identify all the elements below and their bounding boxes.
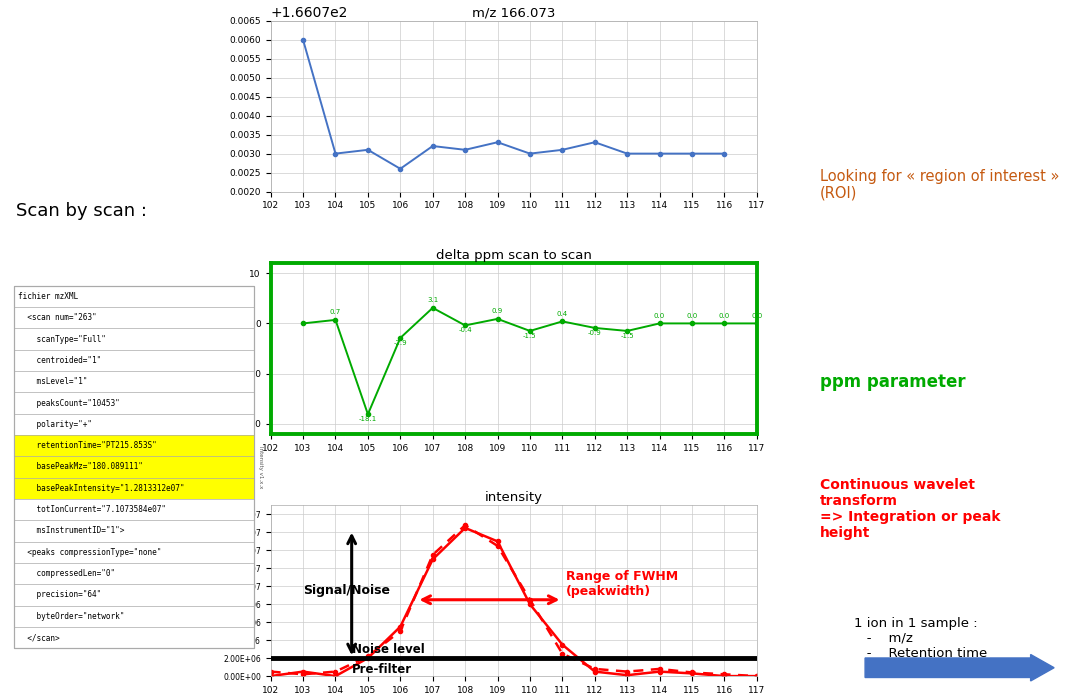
Text: Intensity v1.x.x: Intensity v1.x.x <box>258 446 263 488</box>
Text: Scan by scan :: Scan by scan : <box>16 201 147 220</box>
Text: 0.9: 0.9 <box>492 308 503 314</box>
Text: basePeakMz="180.089111": basePeakMz="180.089111" <box>18 463 143 471</box>
Text: <peaks compressionType="none": <peaks compressionType="none" <box>18 548 161 557</box>
Text: totIonCurrent="7.1073584e07": totIonCurrent="7.1073584e07" <box>18 505 167 514</box>
Text: 0.0: 0.0 <box>751 313 763 319</box>
Text: 0.7: 0.7 <box>330 309 341 315</box>
Title: m/z 166.073: m/z 166.073 <box>472 7 555 20</box>
Text: Signal/Noise: Signal/Noise <box>303 584 390 597</box>
Text: <scan num="263": <scan num="263" <box>18 313 97 322</box>
Text: -1.5: -1.5 <box>523 333 537 339</box>
Text: </scan>: </scan> <box>18 633 60 642</box>
Text: 3.1: 3.1 <box>427 298 438 303</box>
Text: -0.9: -0.9 <box>587 330 601 336</box>
Text: -0.4: -0.4 <box>458 328 472 333</box>
Text: Continuous wavelet
transform
=> Integration or peak
height: Continuous wavelet transform => Integrat… <box>820 477 1001 540</box>
Title: delta ppm scan to scan: delta ppm scan to scan <box>436 249 592 262</box>
Text: 0.4: 0.4 <box>556 311 568 317</box>
Text: ppm parameter: ppm parameter <box>820 373 965 391</box>
Text: fichier mzXML: fichier mzXML <box>18 292 78 301</box>
Text: msLevel="1": msLevel="1" <box>18 377 88 386</box>
Text: peaksCount="10453": peaksCount="10453" <box>18 399 120 408</box>
Text: -18.1: -18.1 <box>359 416 377 422</box>
Text: Noise level: Noise level <box>351 643 424 656</box>
Text: Looking for « region of interest »
(ROI): Looking for « region of interest » (ROI) <box>820 169 1059 201</box>
Text: retentionTime="PT215.853S": retentionTime="PT215.853S" <box>18 441 157 450</box>
Text: 0.0: 0.0 <box>687 313 697 319</box>
Text: byteOrder="network": byteOrder="network" <box>18 612 125 621</box>
Text: -1.5: -1.5 <box>621 333 634 339</box>
Text: precision="64": precision="64" <box>18 590 101 599</box>
Text: compressedLen="0": compressedLen="0" <box>18 569 115 578</box>
Text: -2.9: -2.9 <box>393 340 407 346</box>
Text: polarity="+": polarity="+" <box>18 420 92 429</box>
Text: centroided="1": centroided="1" <box>18 356 101 365</box>
Text: msInstrumentID="1">: msInstrumentID="1"> <box>18 526 125 535</box>
Text: Range of FWHM
(peakwidth): Range of FWHM (peakwidth) <box>566 570 678 599</box>
Text: basePeakIntensity="1.2813312e07": basePeakIntensity="1.2813312e07" <box>18 484 185 493</box>
Text: scanType="Full": scanType="Full" <box>18 335 106 344</box>
Text: 1 ion in 1 sample :
   -    m/z
   -    Retention time
   -    Intensity: 1 ion in 1 sample : - m/z - Retention ti… <box>854 617 988 675</box>
Text: Pre-filter: Pre-filter <box>351 663 412 675</box>
Text: 0.0: 0.0 <box>654 313 665 319</box>
Title: intensity: intensity <box>485 491 543 505</box>
Text: 0.0: 0.0 <box>719 313 731 319</box>
